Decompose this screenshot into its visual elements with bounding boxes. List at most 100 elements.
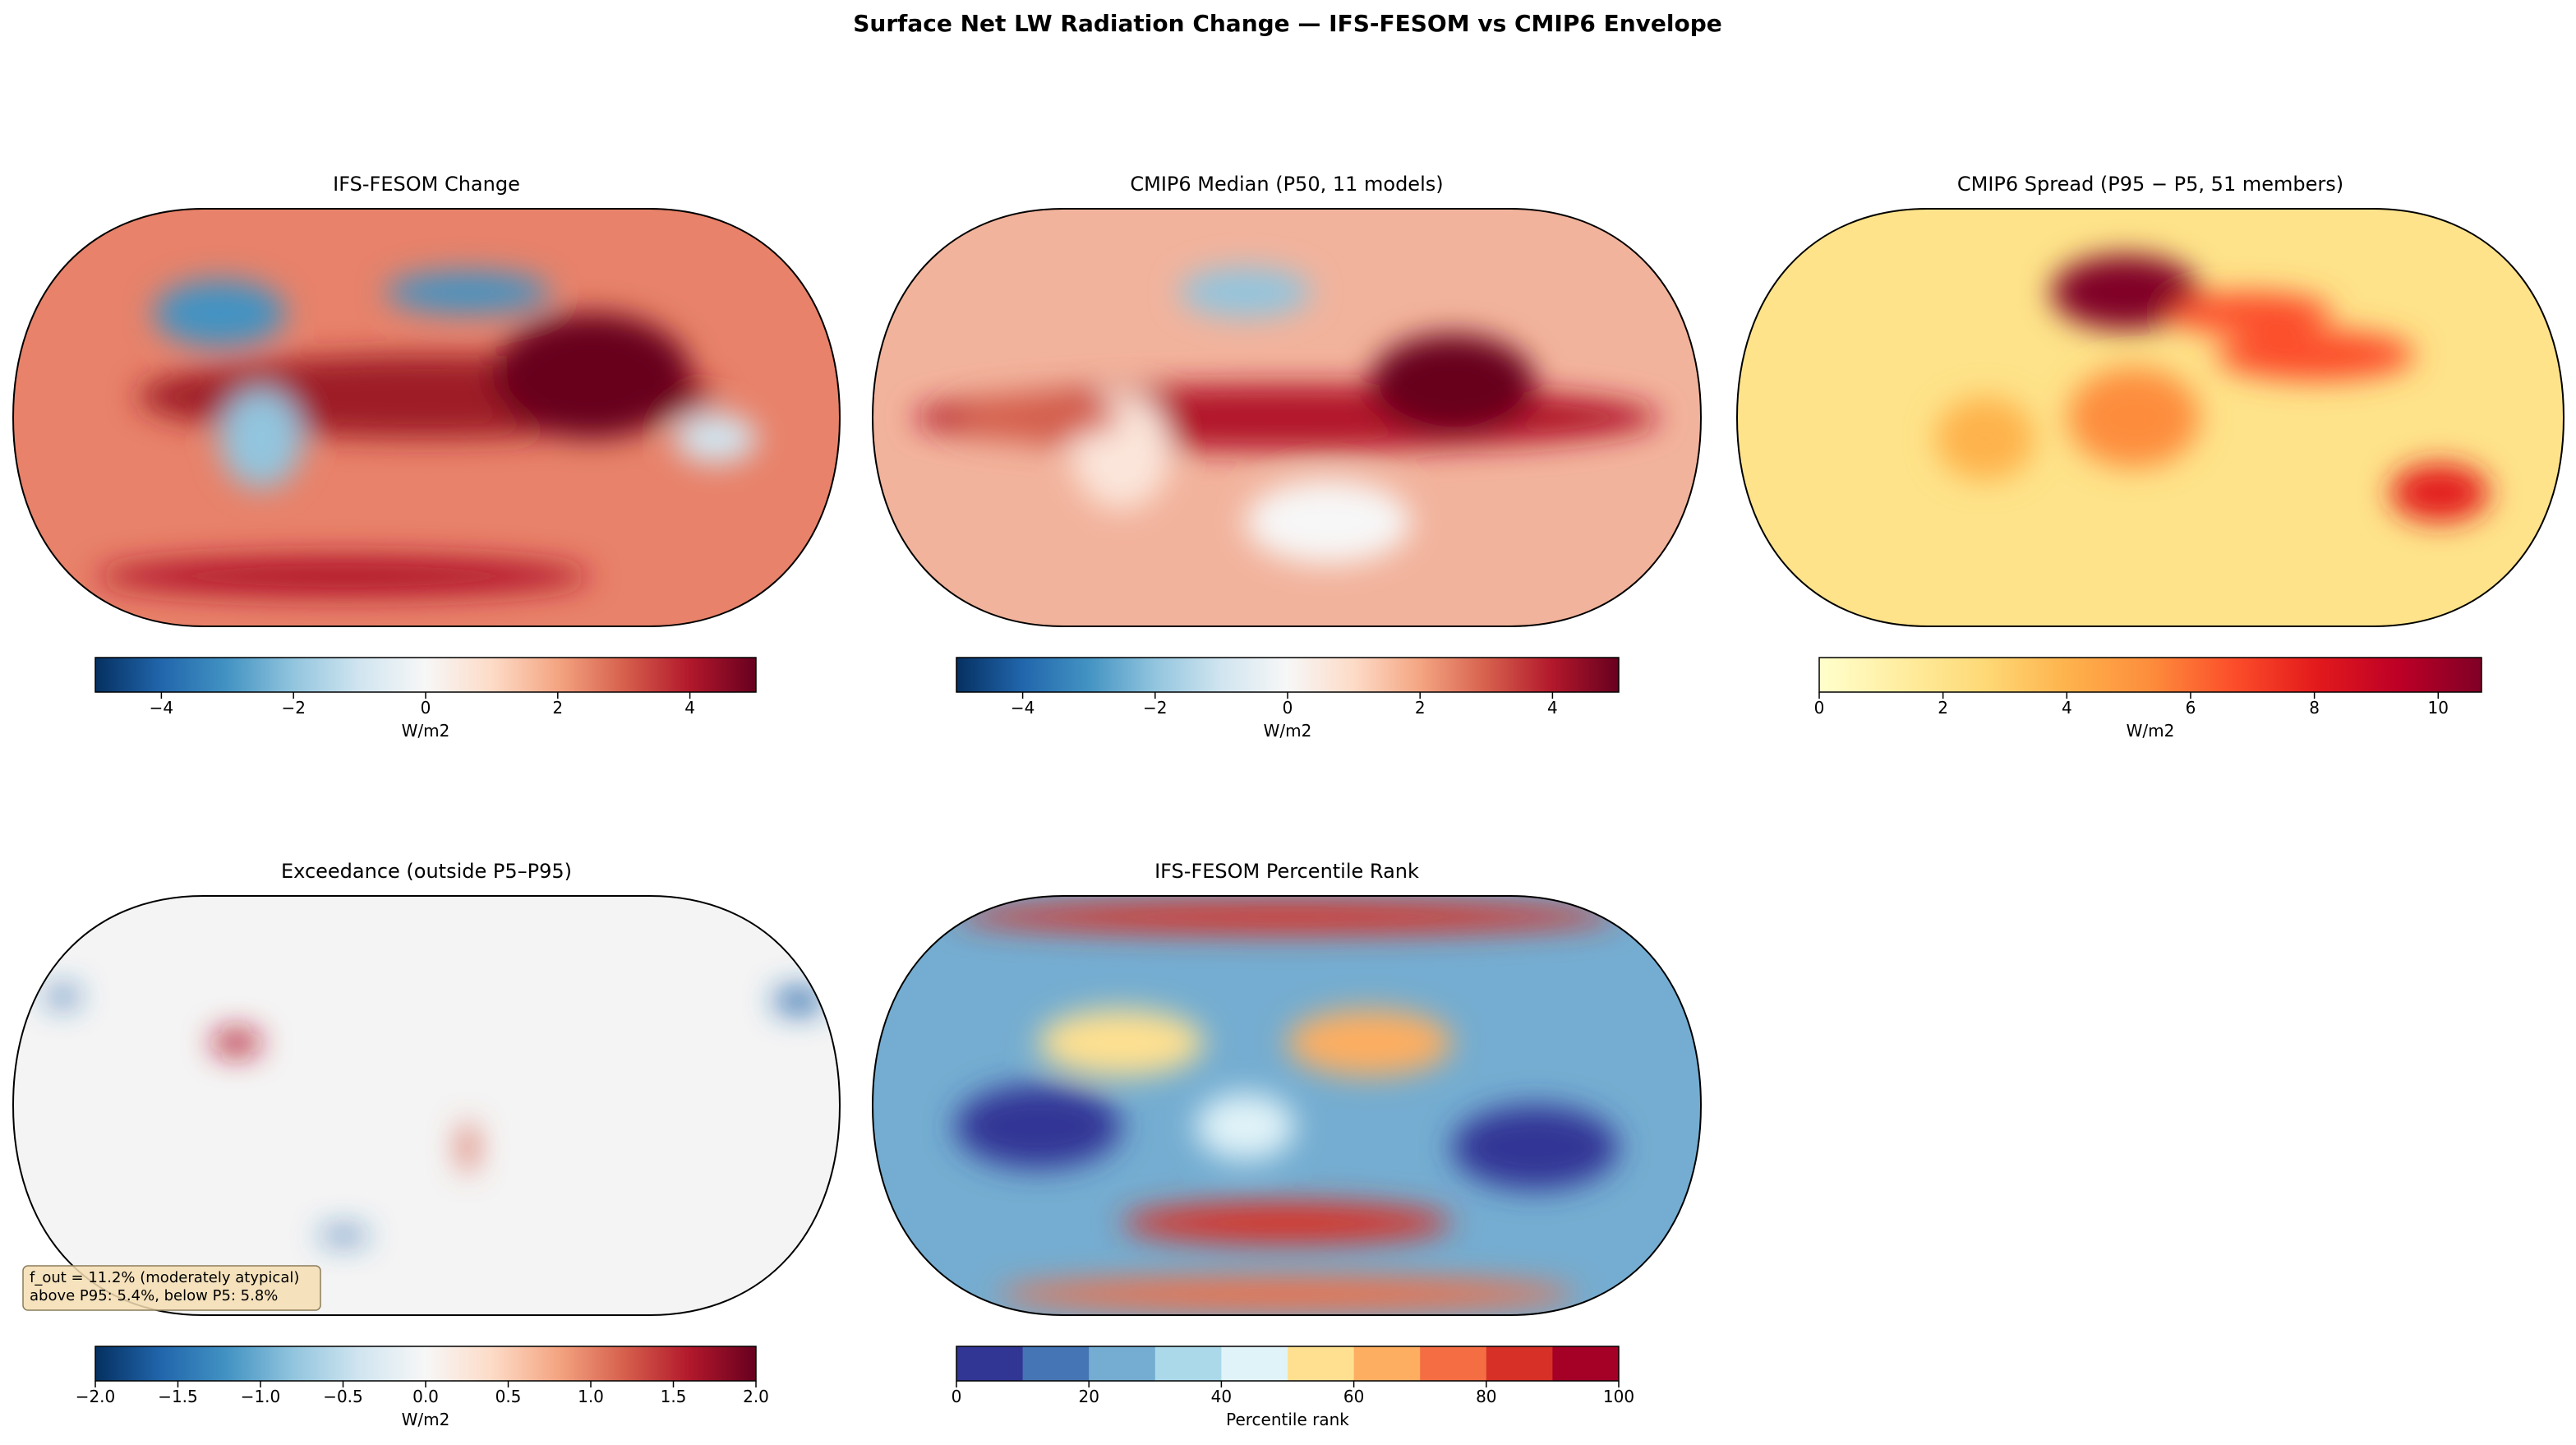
colorbar-segment [1353,1346,1421,1381]
colorbar-label: Percentile rank [1226,1410,1349,1429]
map-texture [46,988,823,1242]
tick-label: 2.0 [743,1387,769,1406]
tick-label: 2 [1938,698,1948,718]
map-field [46,988,80,1005]
map-field [674,413,758,464]
map-outline [1735,208,2565,627]
map-field [1935,396,2035,481]
map-field [955,396,1122,439]
map-field [1287,1009,1453,1077]
tick-label: 8 [2309,698,2320,718]
annotation-box [22,1265,321,1311]
colorbar-segment [1022,1346,1090,1381]
map-outline [871,208,1703,627]
tick-label: −2 [1143,698,1167,718]
colorbar [95,1346,756,1381]
map [1737,209,2564,626]
tick-label: 1.5 [661,1387,687,1406]
map-texture [95,271,758,598]
tick-label: 1.0 [578,1387,604,1406]
tick-label: −1.5 [158,1387,198,1406]
map-field [955,1084,1122,1169]
map-field [773,988,823,1013]
colorbar-segment [1420,1346,1487,1381]
figure-title: Surface Net LW Radiation Change — IFS-FE… [853,10,1722,37]
tick-label: 6 [2186,698,2196,718]
tick-label: 0 [1814,698,1825,718]
colorbar-segment [1221,1346,1288,1381]
map-field [95,555,592,598]
map-field [997,1277,1577,1311]
map-texture [914,267,1660,564]
colorbar-frame [1818,657,2482,693]
map-field [319,1229,369,1242]
tick-label: 0 [421,698,431,718]
panel-title: IFS-FESOM Percentile Rank [1154,860,1419,883]
tick-label: 4 [1547,698,1558,718]
map [13,209,840,626]
panel-title: CMIP6 Median (P50, 11 models) [1130,173,1443,196]
colorbar-segment [1552,1346,1620,1381]
map-field [1196,1092,1296,1161]
colorbar-label: W/m2 [2127,721,2175,741]
map-field [1369,334,1536,435]
tick-label: −0.5 [323,1387,363,1406]
colorbar-label: W/m2 [402,721,450,741]
annotation-text: above P95: 5.4%, below P5: 5.8% [30,1287,278,1304]
annotation-text: f_out = 11.2% (moderately atypical) [30,1269,299,1286]
colorbar-segment [1154,1346,1222,1381]
map-field [385,271,551,313]
tick-label: 20 [1078,1387,1099,1406]
map-field [219,388,303,489]
tick-label: 100 [1603,1387,1634,1406]
map-field [492,313,691,439]
tick-label: 0 [1283,698,1293,718]
map-outline [871,895,1703,1316]
tick-label: 80 [1476,1387,1496,1406]
tick-label: −4 [1011,698,1035,718]
map-field [2051,254,2200,330]
map-field [2067,367,2200,468]
map-background [13,896,840,1315]
colorbar-segment [1089,1346,1156,1381]
colorbar-segment [1288,1346,1355,1381]
tick-label: −4 [150,698,173,718]
map-field [211,1030,261,1055]
map-field [459,1122,477,1173]
tick-label: 40 [1211,1387,1232,1406]
colorbar-label: W/m2 [1264,721,1312,741]
map-field [1452,1106,1619,1189]
map-field [1178,267,1312,318]
map-outline [12,208,841,627]
tick-label: −2 [281,698,305,718]
colorbar [956,658,1619,692]
map [13,896,840,1315]
colorbar-frame [956,1346,1620,1382]
map-field [154,279,286,347]
map-outline [12,895,841,1316]
tick-label: 2 [1415,698,1426,718]
panel-title: IFS-FESOM Change [333,173,520,196]
tick-label: 4 [2062,698,2072,718]
colorbar [1819,658,2482,692]
map-field [2389,463,2490,522]
map-field [1245,480,1412,564]
tick-label: 2 [552,698,563,718]
tick-label: 0.0 [412,1387,439,1406]
panel-title: Exceedance (outside P5–P95) [281,860,572,883]
map-field [2167,292,2333,335]
colorbar-segment [1486,1346,1553,1381]
map [873,209,1701,626]
tick-label: −1.0 [241,1387,281,1406]
map-texture [955,900,1619,1311]
map [873,896,1701,1315]
map-texture [1935,254,2490,522]
tick-label: −2.0 [76,1387,116,1406]
tick-label: 0 [952,1387,962,1406]
map-field [1121,1202,1453,1244]
colorbar [95,658,756,692]
colorbar-label: W/m2 [402,1410,450,1429]
map-field [2216,330,2415,381]
map-field [1038,1009,1205,1077]
